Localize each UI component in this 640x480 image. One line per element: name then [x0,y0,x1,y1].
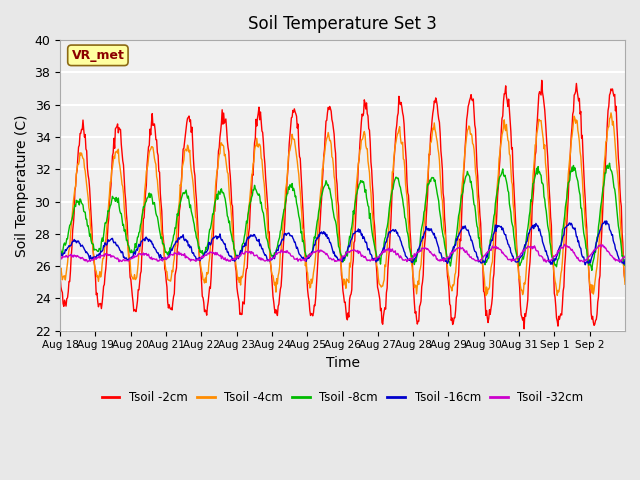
X-axis label: Time: Time [326,356,360,370]
Y-axis label: Soil Temperature (C): Soil Temperature (C) [15,114,29,257]
Text: VR_met: VR_met [72,49,124,62]
Title: Soil Temperature Set 3: Soil Temperature Set 3 [248,15,437,33]
Legend: Tsoil -2cm, Tsoil -4cm, Tsoil -8cm, Tsoil -16cm, Tsoil -32cm: Tsoil -2cm, Tsoil -4cm, Tsoil -8cm, Tsoi… [97,386,588,408]
